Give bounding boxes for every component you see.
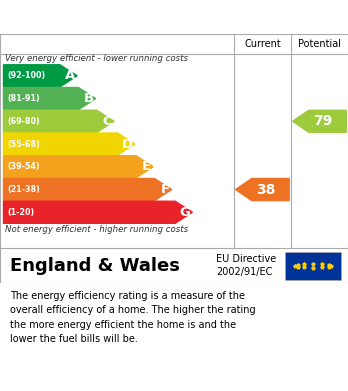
Text: E: E — [142, 160, 151, 173]
Text: (81-91): (81-91) — [8, 94, 40, 103]
Text: The energy efficiency rating is a measure of the
overall efficiency of a home. T: The energy efficiency rating is a measur… — [10, 291, 256, 344]
Text: 38: 38 — [256, 183, 275, 197]
Polygon shape — [236, 178, 289, 201]
Polygon shape — [3, 88, 96, 109]
Text: C: C — [102, 115, 112, 128]
Text: Potential: Potential — [298, 39, 341, 49]
Text: D: D — [121, 138, 133, 151]
Text: (55-68): (55-68) — [8, 140, 40, 149]
Text: Energy Efficiency Rating: Energy Efficiency Rating — [10, 9, 232, 25]
Text: G: G — [180, 206, 190, 219]
Text: Current: Current — [244, 39, 281, 49]
Text: (69-80): (69-80) — [8, 117, 40, 126]
Text: England & Wales: England & Wales — [10, 257, 180, 275]
Polygon shape — [3, 201, 192, 223]
Text: (92-100): (92-100) — [8, 71, 46, 80]
Polygon shape — [3, 133, 135, 155]
Polygon shape — [293, 110, 346, 132]
FancyBboxPatch shape — [285, 252, 341, 280]
Text: A: A — [65, 69, 75, 83]
Text: B: B — [84, 92, 94, 105]
Text: Very energy efficient - lower running costs: Very energy efficient - lower running co… — [5, 54, 188, 63]
Polygon shape — [3, 178, 172, 201]
Text: F: F — [160, 183, 169, 196]
Text: Not energy efficient - higher running costs: Not energy efficient - higher running co… — [5, 224, 188, 233]
Polygon shape — [3, 65, 77, 87]
Text: (1-20): (1-20) — [8, 208, 35, 217]
Text: 79: 79 — [313, 114, 332, 128]
Text: (39-54): (39-54) — [8, 162, 40, 171]
Polygon shape — [3, 110, 114, 132]
Text: EU Directive
2002/91/EC: EU Directive 2002/91/EC — [216, 254, 276, 278]
Text: (21-38): (21-38) — [8, 185, 40, 194]
Polygon shape — [3, 156, 153, 178]
